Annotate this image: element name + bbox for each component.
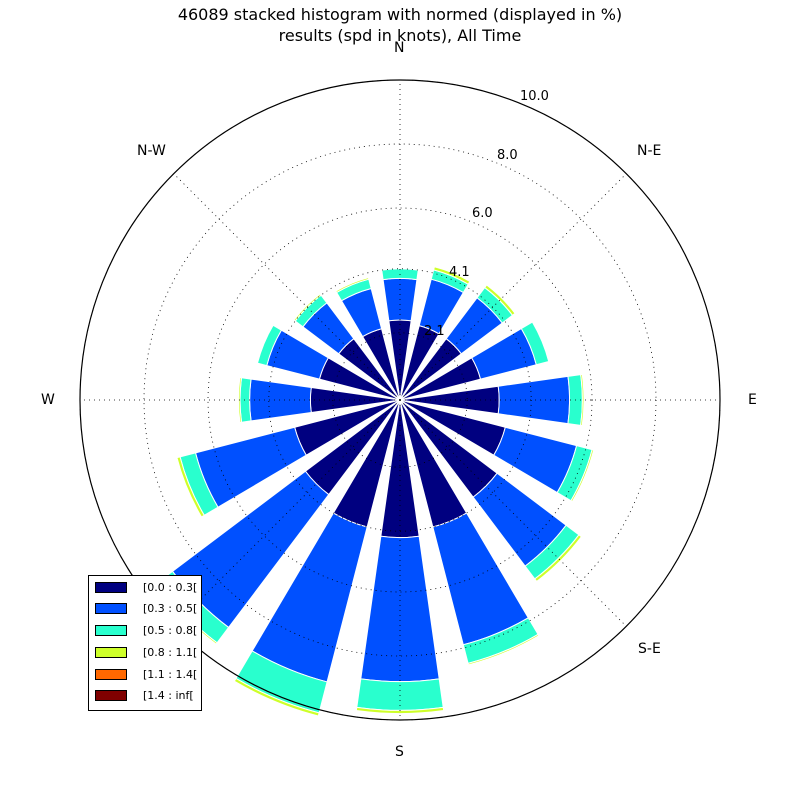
radial-tick-label: 6.0: [472, 206, 493, 221]
polar-frame: [79, 79, 721, 721]
legend-label: [1.1 : 1.4[: [143, 668, 198, 681]
windrose-bar-segment: [309, 386, 401, 414]
direction-label-ne: N-E: [637, 143, 662, 159]
windrose-bar-segment: [580, 373, 585, 427]
windrose-bar-segment: [237, 376, 243, 424]
windrose-bar-segment: [534, 534, 583, 583]
legend-label: [0.3 : 0.5[: [143, 602, 198, 615]
windrose-bar-segment: [399, 385, 500, 415]
radial-tick-label: 10.0: [520, 89, 549, 104]
windrose-bar-segment: [484, 284, 516, 316]
radial-tick-label: 8.0: [497, 148, 518, 163]
legend-swatch: [95, 669, 127, 680]
angular-grid-line: [173, 173, 401, 401]
windrose-bar-segment: [293, 293, 322, 322]
chart-title-line2: results (spd in knots), All Time: [278, 26, 522, 45]
radial-tick-label: 4.1: [449, 265, 470, 280]
windrose-bar-segment: [570, 449, 595, 503]
legend: [0.0 : 0.3[ [0.3 : 0.5[ [0.5 : 0.8[ [0.8…: [88, 575, 202, 711]
windrose-bar-segment: [467, 633, 540, 666]
angular-grid-line: [399, 399, 627, 627]
windrose-bar-segment: [249, 378, 312, 422]
direction-label-nw: N-W: [137, 143, 166, 159]
direction-label-s: S: [395, 744, 404, 760]
windrose-bar-segment: [520, 321, 550, 366]
direction-label-w: W: [41, 392, 55, 408]
chart-title-line1: 46089 stacked histogram with normed (dis…: [177, 5, 623, 24]
legend-swatch: [95, 603, 127, 614]
angular-grid-line: [399, 173, 627, 401]
direction-label-se: S-E: [638, 641, 661, 657]
legend-swatch: [95, 625, 127, 636]
legend-swatch: [95, 582, 127, 593]
windrose-bar-segment: [335, 277, 370, 294]
legend-label: [0.0 : 0.3[: [143, 581, 198, 594]
windrose-bar-segment: [433, 266, 471, 285]
radial-grid-circle: [268, 268, 532, 532]
direction-label-e: E: [748, 392, 757, 408]
angular-grid-line: [173, 399, 401, 627]
windrose-bar-segment: [497, 375, 571, 425]
legend-swatch: [95, 690, 127, 701]
windrose-bar-segment: [256, 324, 283, 367]
legend-label: [0.5 : 0.8[: [143, 624, 198, 637]
windrose-bars: [155, 266, 595, 717]
direction-label-n: N: [394, 40, 405, 56]
legend-swatch: [95, 647, 127, 658]
radial-grid-circle: [207, 207, 593, 593]
windrose-bar-segment: [233, 677, 320, 717]
radial-tick-label: 2.1: [424, 324, 445, 339]
windrose-bar-segment: [360, 535, 440, 683]
legend-label: [1.4 : inf[: [143, 689, 194, 702]
radial-grid-circle: [332, 332, 468, 468]
windrose-bar-segment: [176, 456, 205, 518]
legend-label: [0.8 : 1.1[: [143, 646, 198, 659]
